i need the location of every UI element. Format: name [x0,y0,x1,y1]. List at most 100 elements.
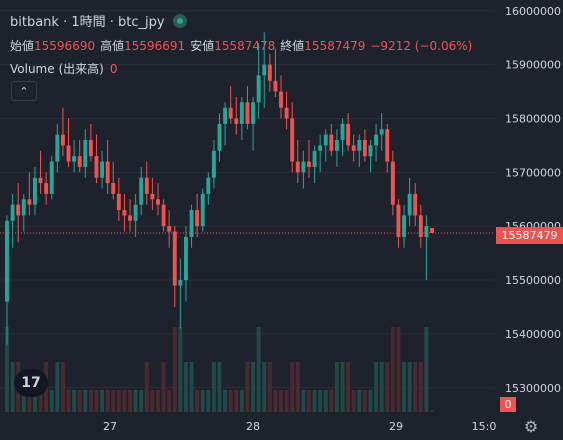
candle-body[interactable] [351,145,356,151]
volume-bar [133,390,138,412]
candle-body[interactable] [318,145,323,151]
candle-body[interactable] [312,150,317,167]
candle-body[interactable] [16,204,21,216]
candle-body[interactable] [44,183,49,194]
candle-body[interactable] [105,161,110,184]
candle-body[interactable] [396,204,401,237]
candle-body[interactable] [66,145,71,162]
candle-body[interactable] [273,80,278,92]
tradingview-logo[interactable]: 17 [14,369,48,397]
candle-body[interactable] [402,215,406,237]
candle-body[interactable] [33,177,37,205]
candle-body[interactable] [10,204,15,221]
candle-body[interactable] [167,226,172,232]
candle-body[interactable] [424,226,429,237]
candle-body[interactable] [189,210,194,237]
candle-body[interactable] [133,204,138,221]
candle-body[interactable] [195,210,200,227]
candle-body[interactable] [150,193,155,200]
volume-bar [346,362,351,412]
candle-body[interactable] [368,145,373,157]
candle-body[interactable] [234,118,239,124]
candle-body[interactable] [122,210,127,216]
candle-body[interactable] [139,177,144,205]
volume-bar [228,390,233,412]
volume-bar [307,390,311,412]
volume-bar [262,362,267,412]
volume-bar [273,390,278,412]
candle-body[interactable] [418,215,423,237]
candle-body[interactable] [217,123,222,151]
candle-body[interactable] [301,161,306,173]
candle-body[interactable] [407,193,412,216]
volume-label: Volume (出来高) [10,62,104,76]
candle-body[interactable] [172,231,177,286]
candle-body[interactable] [267,64,272,81]
candle-body[interactable] [295,161,300,173]
candle-body[interactable] [21,199,26,216]
collapse-legend-button[interactable]: ⌃ [11,81,37,101]
candle-body[interactable] [284,107,289,119]
candle-body[interactable] [49,161,54,194]
candle-body[interactable] [357,140,362,151]
candle-body[interactable] [262,64,267,76]
volume-bar [351,390,356,412]
volume-bar [211,362,216,412]
candle-body[interactable] [206,177,211,194]
candle-body[interactable] [100,161,105,178]
candle-body[interactable] [116,193,121,211]
candle-body[interactable] [183,236,188,281]
candle-body[interactable] [83,140,88,167]
candle-body[interactable] [379,129,384,135]
candle-body[interactable] [385,129,390,162]
candle-body[interactable] [144,177,149,194]
settings-gear-icon[interactable]: ⚙ [523,417,539,436]
candle-body[interactable] [245,102,250,124]
candle-body[interactable] [178,280,183,286]
candle-body[interactable] [413,193,418,216]
candle-body[interactable] [5,220,9,302]
price-tick-label: 15900000 [505,59,561,72]
candle-body[interactable] [307,161,311,167]
candle-body[interactable] [362,140,367,157]
volume-bar [312,390,317,412]
candle-body[interactable] [256,75,261,103]
chevron-up-icon: ⌃ [19,85,29,98]
candle-body[interactable] [27,199,32,205]
candle-body[interactable] [211,150,216,178]
candle-body[interactable] [340,123,345,141]
time-axis[interactable] [0,412,495,440]
candle-body[interactable] [239,102,244,124]
volume-bar [413,362,418,412]
candle-body[interactable] [223,107,228,124]
candle-body[interactable] [111,183,116,194]
price-axis[interactable] [495,0,563,440]
candle-body[interactable] [251,102,256,124]
candle-body[interactable] [334,140,339,151]
candle-body[interactable] [290,118,295,162]
candle-body[interactable] [55,134,60,162]
candle-body[interactable] [88,140,93,157]
candle-body[interactable] [156,199,160,205]
price-tick-label: 15500000 [505,274,561,287]
candle-body[interactable] [161,204,166,227]
candle-body[interactable] [430,227,434,233]
candle-body[interactable] [374,134,379,146]
volume-bar [38,390,43,412]
candle-body[interactable] [72,156,77,162]
market-status-icon[interactable] [172,13,187,28]
candle-body[interactable] [77,156,82,167]
candle-body[interactable] [390,161,395,205]
candle-body[interactable] [128,215,132,221]
candle-body[interactable] [323,134,328,146]
candle-body[interactable] [346,123,351,146]
symbol-title[interactable]: bitbank · 1時間 · btc_jpy [10,11,187,30]
candle-body[interactable] [279,91,283,108]
candle-body[interactable] [94,156,99,178]
candle-body[interactable] [38,177,43,184]
candle-body[interactable] [60,134,65,146]
volume-legend[interactable]: Volume (出来高) 0 [10,60,117,77]
candle-body[interactable] [200,193,205,227]
candle-body[interactable] [329,134,334,151]
candle-body[interactable] [228,107,233,119]
